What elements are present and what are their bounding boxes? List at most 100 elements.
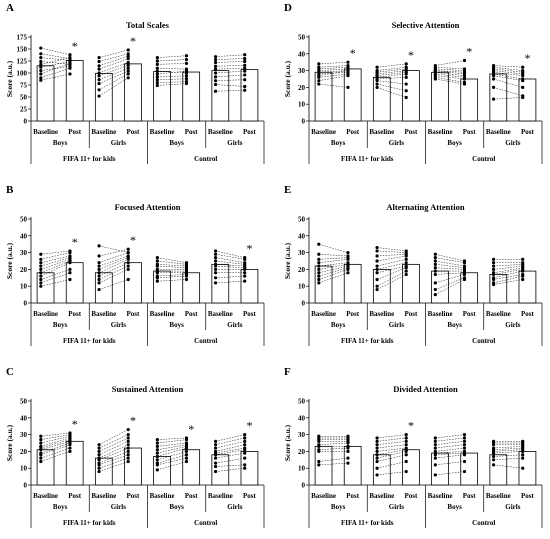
- individual-point: [375, 249, 379, 253]
- category-label: Baseline: [486, 128, 511, 136]
- individual-line: [493, 70, 523, 75]
- category-label: Post: [243, 492, 257, 500]
- individual-point: [126, 427, 130, 432]
- individual-point: [375, 443, 379, 447]
- individual-point: [243, 78, 247, 82]
- individual-line: [157, 451, 187, 461]
- individual-point: [243, 267, 247, 271]
- category-label: Post: [405, 128, 419, 136]
- individual-point: [462, 77, 467, 81]
- individual-line: [377, 63, 407, 68]
- individual-point: [68, 53, 72, 57]
- y-tick-label: 40: [20, 414, 28, 422]
- chart-panel-d: D Selective Attention Score (a.u.) 0 10 20 30 4…: [283, 2, 543, 164]
- individual-point: [433, 269, 437, 273]
- individual-point: [155, 72, 159, 76]
- individual-point: [404, 439, 408, 443]
- individual-point: [243, 69, 247, 73]
- category-label: Post: [405, 310, 419, 318]
- y-tick-label: 30: [20, 249, 28, 257]
- individual-point: [521, 456, 525, 460]
- individual-point: [462, 439, 467, 443]
- individual-point: [39, 448, 43, 452]
- individual-line: [215, 58, 245, 60]
- individual-point: [317, 459, 321, 464]
- individual-line: [318, 243, 349, 253]
- individual-line: [435, 260, 465, 267]
- individual-point: [126, 69, 130, 73]
- individual-point: [317, 277, 321, 282]
- individual-point: [317, 274, 321, 278]
- individual-point: [68, 66, 72, 70]
- individual-point: [404, 72, 408, 76]
- individual-point: [97, 64, 101, 68]
- individual-line: [377, 461, 407, 469]
- individual-point: [243, 279, 247, 283]
- y-axis-label: Score (a.u.): [283, 60, 292, 97]
- individual-line: [318, 267, 349, 277]
- individual-line: [318, 68, 348, 71]
- individual-line: [40, 434, 70, 440]
- bar: [211, 70, 230, 122]
- category-label: Post: [127, 492, 141, 500]
- individual-line: [377, 444, 407, 449]
- individual-line: [98, 447, 129, 461]
- individual-line: [99, 454, 129, 466]
- individual-point: [317, 271, 321, 275]
- individual-point: [521, 269, 525, 273]
- individual-point: [404, 269, 408, 273]
- significance-asterisk: *: [408, 48, 414, 62]
- individual-line: [215, 61, 245, 63]
- significance-asterisk: *: [130, 34, 136, 48]
- panel-letter: A: [6, 2, 14, 14]
- category-label: Post: [521, 492, 535, 500]
- individual-point: [97, 244, 101, 248]
- y-tick-label: 40: [20, 232, 28, 240]
- bar: [314, 445, 333, 486]
- individual-point: [39, 267, 43, 271]
- individual-point: [126, 456, 130, 460]
- category-label: Post: [68, 128, 82, 136]
- individual-point: [97, 463, 101, 467]
- y-tick-label: 175: [17, 34, 28, 42]
- subgroup-label: Boys: [169, 139, 184, 147]
- individual-line: [99, 249, 129, 257]
- individual-point: [68, 72, 72, 76]
- individual-point: [491, 277, 496, 282]
- category-label: Baseline: [486, 492, 511, 500]
- individual-point: [155, 444, 159, 448]
- individual-point: [155, 441, 159, 445]
- individual-point: [97, 78, 101, 82]
- individual-point: [433, 456, 437, 460]
- individual-line: [98, 259, 129, 273]
- individual-point: [126, 247, 130, 251]
- individual-line: [318, 269, 349, 280]
- individual-point: [97, 281, 101, 285]
- bar: [460, 78, 479, 122]
- individual-point: [126, 72, 130, 76]
- individual-point: [404, 266, 408, 270]
- y-tick-label: 10: [20, 465, 28, 473]
- individual-point: [433, 272, 437, 277]
- individual-line: [157, 279, 187, 282]
- individual-point: [97, 264, 101, 268]
- category-label: Post: [463, 128, 477, 136]
- individual-point: [346, 449, 350, 453]
- individual-line: [40, 451, 71, 462]
- individual-point: [39, 56, 43, 60]
- individual-line: [215, 457, 245, 464]
- y-tick-label: 50: [20, 216, 28, 224]
- individual-point: [126, 267, 130, 271]
- individual-point: [155, 56, 159, 60]
- individual-point: [521, 95, 525, 100]
- individual-line: [435, 437, 465, 442]
- individual-line: [493, 75, 523, 81]
- individual-point: [97, 254, 101, 258]
- bar: [124, 262, 142, 304]
- individual-point: [39, 72, 43, 76]
- individual-point: [39, 257, 43, 261]
- individual-point: [39, 78, 43, 82]
- individual-line: [377, 254, 407, 257]
- category-label: Post: [127, 310, 141, 318]
